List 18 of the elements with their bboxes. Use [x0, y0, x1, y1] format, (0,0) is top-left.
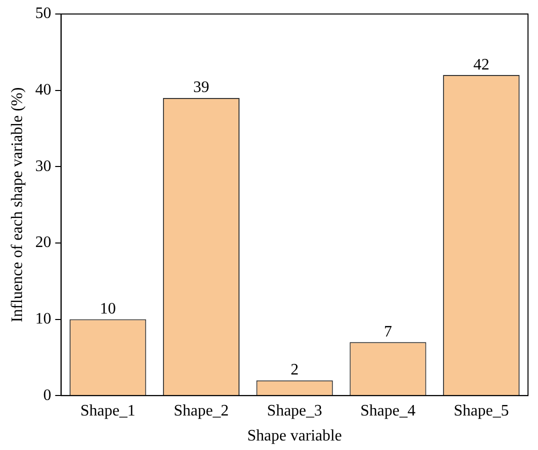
y-axis-title: Influence of each shape variable (%) — [8, 87, 26, 322]
y-tick-label: 30 — [35, 158, 52, 175]
data-label: 39 — [193, 79, 210, 96]
y-tick-label: 10 — [35, 310, 52, 328]
y-tick-label: 40 — [35, 82, 52, 99]
y-tick-label: 50 — [35, 5, 52, 22]
y-tick-label: 0 — [43, 386, 52, 404]
x-axis-title: Shape variable — [247, 428, 342, 445]
x-tick-label: Shape_5 — [454, 402, 509, 420]
x-tick-label: Shape_1 — [80, 402, 136, 420]
data-label: 7 — [384, 323, 392, 340]
data-label: 10 — [100, 300, 116, 318]
data-label: 42 — [473, 56, 490, 74]
y-tick-label: 20 — [35, 234, 52, 252]
data-label: 2 — [290, 362, 299, 379]
x-tick-label: Shape_2 — [174, 402, 229, 420]
x-tick-label: Shape_3 — [267, 402, 322, 420]
x-tick-label: Shape_4 — [360, 402, 416, 420]
